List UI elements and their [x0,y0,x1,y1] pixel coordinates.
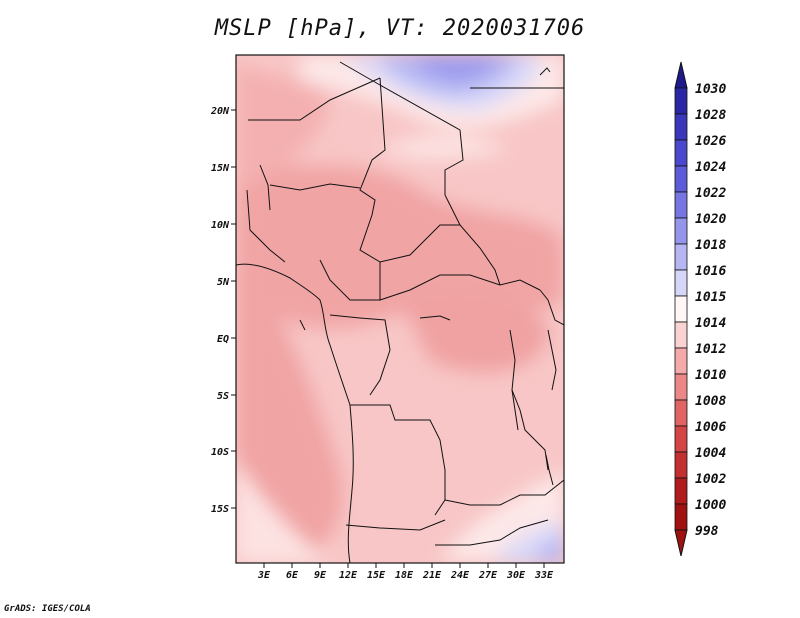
lat-tick-label: 10N [211,220,230,231]
border-west-africa [246,189,286,263]
lake-malawi [545,454,554,486]
credit-label: GrADS: IGES/COLA [4,604,91,614]
lon-tick-label: 6E [286,570,299,581]
border-niger-chad [359,77,386,216]
colorbar-label: 1010 [695,368,726,383]
lon-tick-label: 27E [478,570,498,581]
colorbar-segment [674,269,688,297]
colorbar-label: 1012 [695,342,726,357]
colorbar-segment [674,503,688,531]
border-congo [329,314,391,396]
lat-axis: 20N 15N 10N 5N EQ 5S 10S 15S [210,106,236,515]
border-chad-sudan [444,194,501,286]
border-algeria [248,77,381,121]
colorbar-segment [674,113,688,141]
pressure-field [236,55,564,563]
border-uganda [539,289,564,326]
colorbar-segment [674,165,688,193]
low-band-atlantic [236,260,343,560]
sinai [539,67,551,76]
border-car-south [379,262,541,301]
colorbar-label: 1008 [695,394,726,409]
west-coastline [236,263,354,563]
border-namibia [345,519,446,531]
colorbar-segment [674,321,688,349]
lon-tick-label: 12E [339,570,358,581]
colorbar-label: 1030 [695,82,726,97]
lat-tick-label: EQ [217,334,229,345]
border-zimbabwe [435,519,549,546]
lon-tick-label: 3E [257,570,271,581]
lat-tick-label: 5S [217,391,229,402]
colorbar-label: 1014 [695,316,726,331]
colorbar-label: 1000 [695,498,726,513]
lon-tick-label: 18E [395,570,414,581]
lat-tick-label: 10S [211,447,229,458]
colorbar-label: 1020 [695,212,726,227]
lake-tanganyika [511,389,519,431]
border-east-lakes [509,329,549,471]
low-band-congo [400,290,550,373]
border-angola [350,404,446,516]
colorbar-segment [674,347,688,375]
map-frame [235,54,565,564]
lat-tick-label: 5N [217,277,230,288]
colorbar-label: 1026 [695,134,726,149]
borders [236,61,564,563]
colorbar-bottom-arrow [674,529,688,557]
colorbar-label: 1022 [695,186,726,201]
map-title: MSLP [hPa], VT: 2020031706 [214,16,586,41]
lon-tick-label: 33E [534,570,554,581]
lon-tick-label: 9E [314,570,327,581]
high-band-sahara [380,135,510,160]
colorbar-segment [674,451,688,479]
colorbar-label: 1016 [695,264,726,279]
colorbar-label: 1004 [695,446,726,461]
colorbar-label: 1018 [695,238,726,253]
colorbar-segment [674,373,688,401]
border-car-north [359,214,460,263]
lon-tick-label: 30E [506,570,526,581]
bioko [299,319,306,331]
colorbar-segment [674,87,688,115]
lon-tick-label: 24E [450,570,470,581]
lon-tick-label: 21E [422,570,442,581]
colorbar-segment [674,425,688,453]
colorbar: 1030 1028 1026 1024 1022 1020 1018 1016 1015 1014… [674,61,726,557]
lat-tick-label: 20N [210,106,230,117]
high-band-southeast-3 [530,535,564,563]
colorbar-segment [674,399,688,427]
colorbar-segment [674,295,688,323]
colorbar-segment [674,477,688,505]
lat-tick-label: 15N [211,163,230,174]
high-band-north-4 [415,55,500,80]
lake-victoria [547,329,557,391]
colorbar-label: 1002 [695,472,726,487]
colorbar-segment [674,191,688,219]
colorbar-segment [674,217,688,245]
border-zambia [444,479,564,506]
lon-axis: 3E 6E 9E 12E 15E 18E 21E 24E 27E 30E 33E [257,563,554,581]
lon-tick-label: 15E [367,570,386,581]
low-band-sahel [236,160,564,329]
colorbar-segment [674,139,688,167]
colorbar-label: 1006 [695,420,726,435]
colorbar-label: 1015 [695,290,726,305]
colorbar-label: 1028 [695,108,726,123]
colorbar-label: 1024 [695,160,726,175]
lat-tick-label: 15S [211,504,229,515]
low-band-west [236,60,330,190]
river-congo [419,315,451,321]
high-band-southwest [236,460,330,563]
colorbar-label: 998 [695,524,719,539]
border-niger-south [269,183,361,191]
colorbar-top-arrow [674,61,688,89]
border-mali [259,164,271,211]
colorbar-segment [674,243,688,271]
border-cameroon [319,259,380,301]
